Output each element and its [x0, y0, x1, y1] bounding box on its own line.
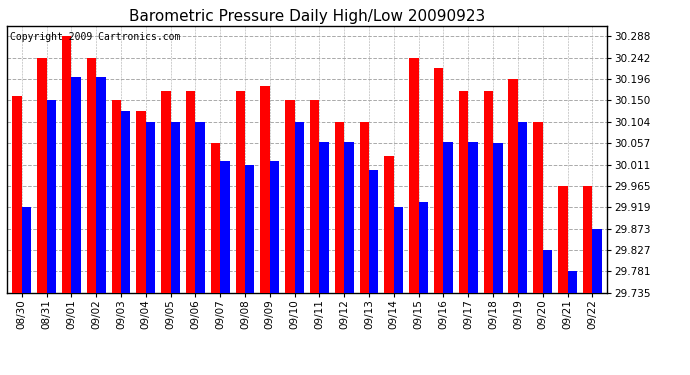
Bar — [344, 142, 354, 292]
Bar — [469, 142, 477, 292]
Bar — [195, 122, 205, 292]
Bar — [285, 100, 295, 292]
Bar — [384, 156, 394, 292]
Bar — [62, 36, 71, 292]
Bar — [37, 58, 47, 292]
Bar — [295, 122, 304, 292]
Bar — [260, 87, 270, 292]
Bar — [369, 170, 379, 292]
Bar — [493, 143, 502, 292]
Bar — [434, 68, 444, 292]
Bar — [22, 207, 31, 292]
Bar — [335, 122, 344, 292]
Bar — [12, 96, 22, 292]
Bar — [170, 122, 180, 292]
Bar — [543, 250, 552, 292]
Bar — [459, 91, 469, 292]
Bar — [121, 111, 130, 292]
Bar — [484, 91, 493, 292]
Bar — [359, 122, 369, 292]
Text: Copyright 2009 Cartronics.com: Copyright 2009 Cartronics.com — [10, 32, 180, 42]
Bar — [509, 79, 518, 292]
Bar — [592, 229, 602, 292]
Bar — [409, 58, 419, 292]
Bar — [96, 77, 106, 292]
Bar — [71, 77, 81, 292]
Bar — [518, 122, 527, 292]
Bar — [270, 160, 279, 292]
Bar — [245, 165, 255, 292]
Bar — [47, 100, 56, 292]
Bar — [533, 122, 543, 292]
Bar — [558, 186, 567, 292]
Title: Barometric Pressure Daily High/Low 20090923: Barometric Pressure Daily High/Low 20090… — [129, 9, 485, 24]
Bar — [87, 58, 96, 292]
Bar — [567, 271, 577, 292]
Bar — [161, 91, 170, 292]
Bar — [310, 100, 319, 292]
Bar — [186, 91, 195, 292]
Bar — [444, 142, 453, 292]
Bar — [394, 207, 403, 292]
Bar — [146, 122, 155, 292]
Bar — [319, 142, 329, 292]
Bar — [419, 202, 428, 292]
Bar — [112, 100, 121, 292]
Bar — [211, 143, 220, 292]
Bar — [235, 91, 245, 292]
Bar — [137, 111, 146, 292]
Bar — [583, 186, 592, 292]
Bar — [220, 160, 230, 292]
